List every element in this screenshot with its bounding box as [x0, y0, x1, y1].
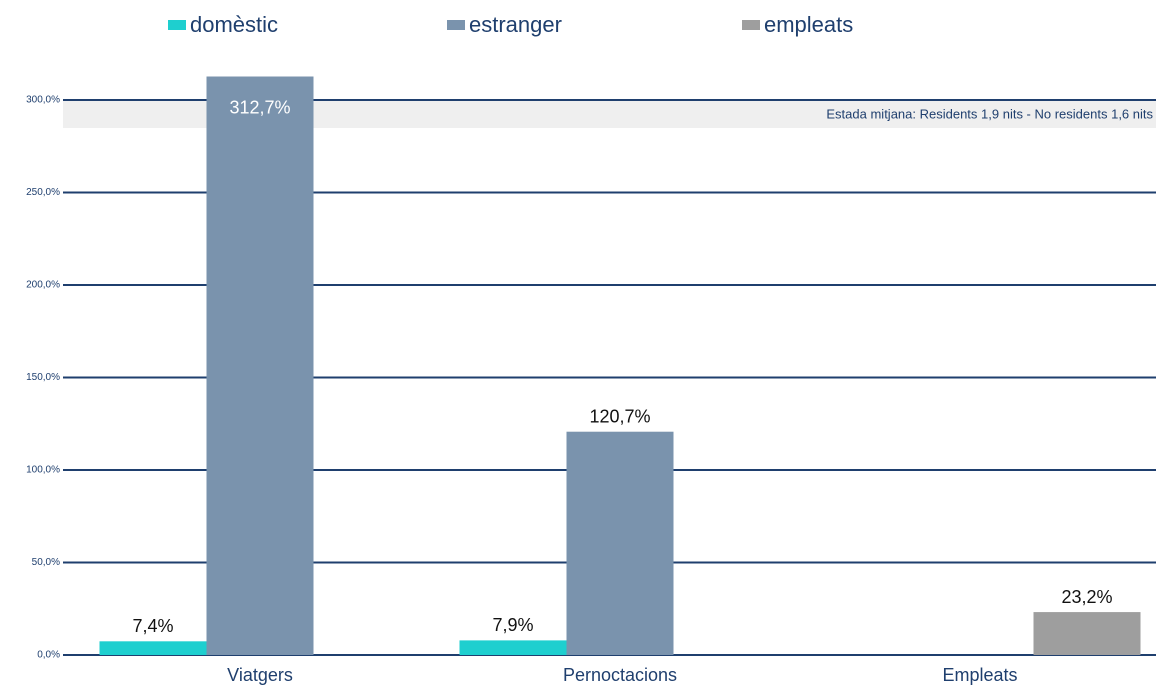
- value-label: 7,4%: [132, 616, 173, 636]
- bar: [99, 641, 207, 655]
- legend-swatch: [447, 20, 465, 30]
- bar: [1033, 612, 1141, 655]
- y-tick-label: 50,0%: [32, 557, 60, 568]
- annotation: Estada mitjana: Residents 1,9 nits - No …: [826, 106, 1153, 121]
- legend-label: empleats: [764, 12, 853, 37]
- x-tick-label: Viatgers: [227, 665, 293, 685]
- value-label: 23,2%: [1061, 587, 1112, 607]
- x-tick-label: Pernoctacions: [563, 665, 677, 685]
- legend-label: estranger: [469, 12, 562, 37]
- y-tick-label: 300,0%: [26, 95, 60, 106]
- bar: [566, 431, 674, 655]
- legend-swatch: [168, 20, 186, 30]
- legend-label: domèstic: [190, 12, 278, 37]
- legend-swatch: [742, 20, 760, 30]
- y-tick-label: 150,0%: [26, 372, 60, 383]
- value-label: 120,7%: [589, 406, 650, 426]
- bar: [206, 76, 314, 655]
- y-tick-label: 100,0%: [26, 465, 60, 476]
- bar: [459, 640, 567, 655]
- value-label: 312,7%: [229, 97, 290, 117]
- y-tick-label: 0,0%: [37, 650, 60, 661]
- y-tick-label: 200,0%: [26, 280, 60, 291]
- value-label: 7,9%: [492, 615, 533, 635]
- y-tick-label: 250,0%: [26, 187, 60, 198]
- x-tick-label: Empleats: [942, 665, 1017, 685]
